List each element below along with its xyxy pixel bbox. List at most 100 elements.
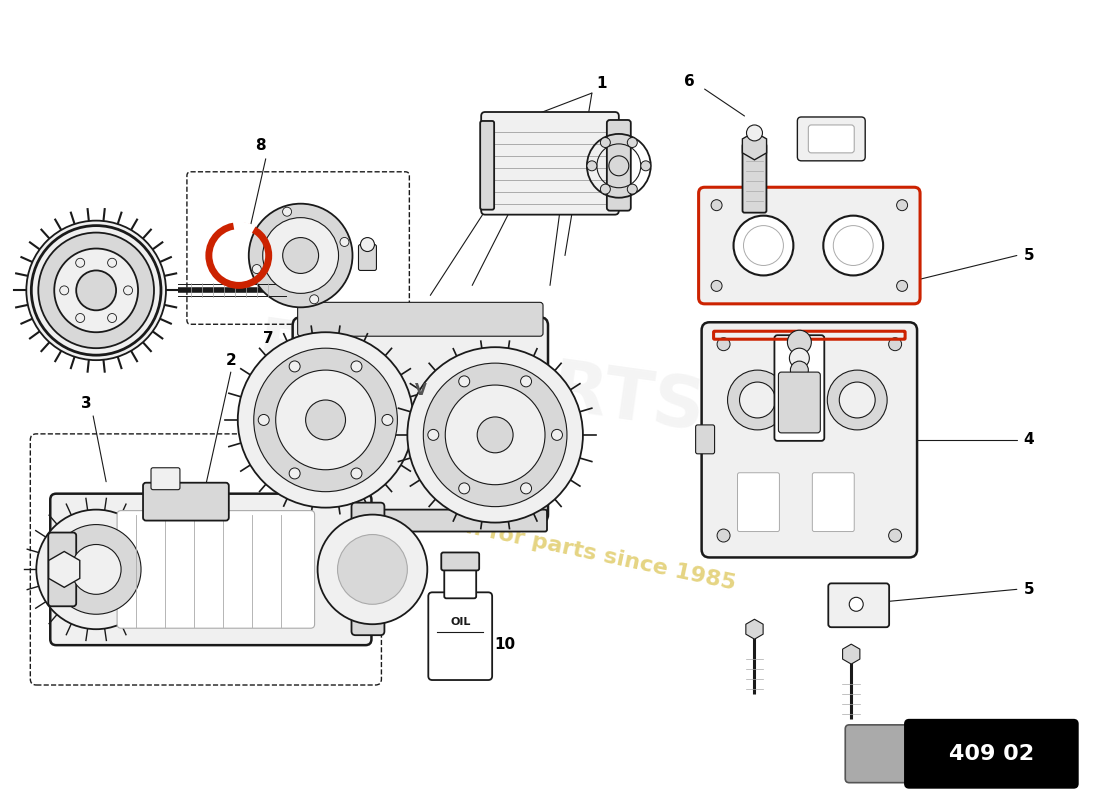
FancyBboxPatch shape — [798, 117, 866, 161]
FancyBboxPatch shape — [905, 720, 1078, 788]
FancyBboxPatch shape — [293, 318, 548, 522]
Circle shape — [76, 258, 85, 267]
Circle shape — [717, 529, 730, 542]
Circle shape — [641, 161, 651, 170]
FancyBboxPatch shape — [352, 502, 384, 635]
Circle shape — [734, 216, 793, 275]
FancyBboxPatch shape — [359, 245, 376, 270]
Circle shape — [318, 514, 427, 624]
Circle shape — [889, 529, 902, 542]
Circle shape — [717, 338, 730, 350]
Circle shape — [361, 238, 374, 251]
Circle shape — [727, 370, 788, 430]
Circle shape — [477, 417, 513, 453]
Circle shape — [791, 361, 808, 379]
Wedge shape — [233, 222, 255, 255]
Circle shape — [446, 385, 544, 485]
Circle shape — [254, 348, 397, 492]
FancyBboxPatch shape — [828, 583, 889, 627]
Circle shape — [744, 226, 783, 266]
Circle shape — [711, 200, 722, 210]
Circle shape — [283, 238, 319, 274]
Circle shape — [289, 468, 300, 479]
FancyBboxPatch shape — [702, 322, 917, 558]
FancyBboxPatch shape — [143, 482, 229, 521]
Circle shape — [252, 265, 262, 274]
Circle shape — [896, 200, 907, 210]
Text: 10: 10 — [495, 637, 516, 652]
Circle shape — [601, 138, 610, 147]
FancyBboxPatch shape — [481, 112, 619, 214]
Circle shape — [551, 430, 562, 440]
Circle shape — [711, 281, 722, 291]
Text: 1: 1 — [596, 76, 607, 90]
Text: 5: 5 — [1023, 248, 1034, 263]
Circle shape — [123, 286, 133, 295]
Circle shape — [310, 295, 319, 304]
Text: 8: 8 — [255, 138, 266, 154]
Circle shape — [108, 314, 117, 322]
Text: EQUIPARTS: EQUIPARTS — [252, 314, 708, 446]
Circle shape — [338, 534, 407, 604]
Circle shape — [52, 525, 141, 614]
FancyBboxPatch shape — [117, 510, 315, 628]
Circle shape — [39, 233, 154, 348]
Circle shape — [59, 286, 68, 295]
FancyBboxPatch shape — [444, 565, 476, 598]
FancyBboxPatch shape — [812, 473, 855, 531]
FancyBboxPatch shape — [48, 533, 76, 606]
FancyBboxPatch shape — [151, 468, 180, 490]
Text: 5: 5 — [1023, 582, 1034, 597]
Circle shape — [72, 545, 121, 594]
Circle shape — [351, 361, 362, 372]
Circle shape — [26, 221, 166, 360]
Circle shape — [827, 370, 887, 430]
Circle shape — [839, 382, 876, 418]
Circle shape — [76, 314, 85, 322]
Circle shape — [36, 510, 156, 630]
FancyBboxPatch shape — [698, 187, 920, 304]
Circle shape — [306, 400, 345, 440]
Circle shape — [823, 216, 883, 275]
Circle shape — [459, 376, 470, 387]
Text: 9: 9 — [56, 547, 66, 562]
Circle shape — [896, 281, 907, 291]
Circle shape — [76, 270, 117, 310]
Text: a passion for parts since 1985: a passion for parts since 1985 — [363, 495, 737, 594]
FancyBboxPatch shape — [742, 144, 767, 213]
Circle shape — [276, 370, 375, 470]
Circle shape — [601, 184, 610, 194]
Text: 2: 2 — [226, 353, 236, 368]
Circle shape — [382, 414, 393, 426]
Circle shape — [238, 332, 414, 508]
Text: V: V — [415, 382, 426, 398]
FancyBboxPatch shape — [428, 592, 492, 680]
Circle shape — [849, 598, 864, 611]
FancyBboxPatch shape — [737, 473, 780, 531]
Circle shape — [407, 347, 583, 522]
FancyBboxPatch shape — [845, 725, 918, 782]
Wedge shape — [234, 230, 252, 255]
Text: 7: 7 — [263, 330, 274, 346]
Circle shape — [340, 238, 349, 246]
Circle shape — [739, 382, 776, 418]
Circle shape — [258, 414, 270, 426]
Text: OIL: OIL — [450, 618, 471, 627]
Circle shape — [627, 138, 637, 147]
FancyBboxPatch shape — [695, 425, 715, 454]
Circle shape — [520, 483, 531, 494]
FancyBboxPatch shape — [441, 553, 480, 570]
Circle shape — [459, 483, 470, 494]
Circle shape — [428, 430, 439, 440]
FancyBboxPatch shape — [298, 302, 543, 336]
FancyBboxPatch shape — [294, 510, 547, 531]
Circle shape — [289, 361, 300, 372]
Circle shape — [263, 218, 339, 294]
Circle shape — [587, 161, 597, 170]
Circle shape — [283, 207, 292, 216]
Circle shape — [790, 348, 810, 368]
FancyBboxPatch shape — [51, 494, 372, 645]
Circle shape — [747, 125, 762, 141]
Circle shape — [788, 330, 812, 354]
Text: 3: 3 — [81, 397, 91, 411]
